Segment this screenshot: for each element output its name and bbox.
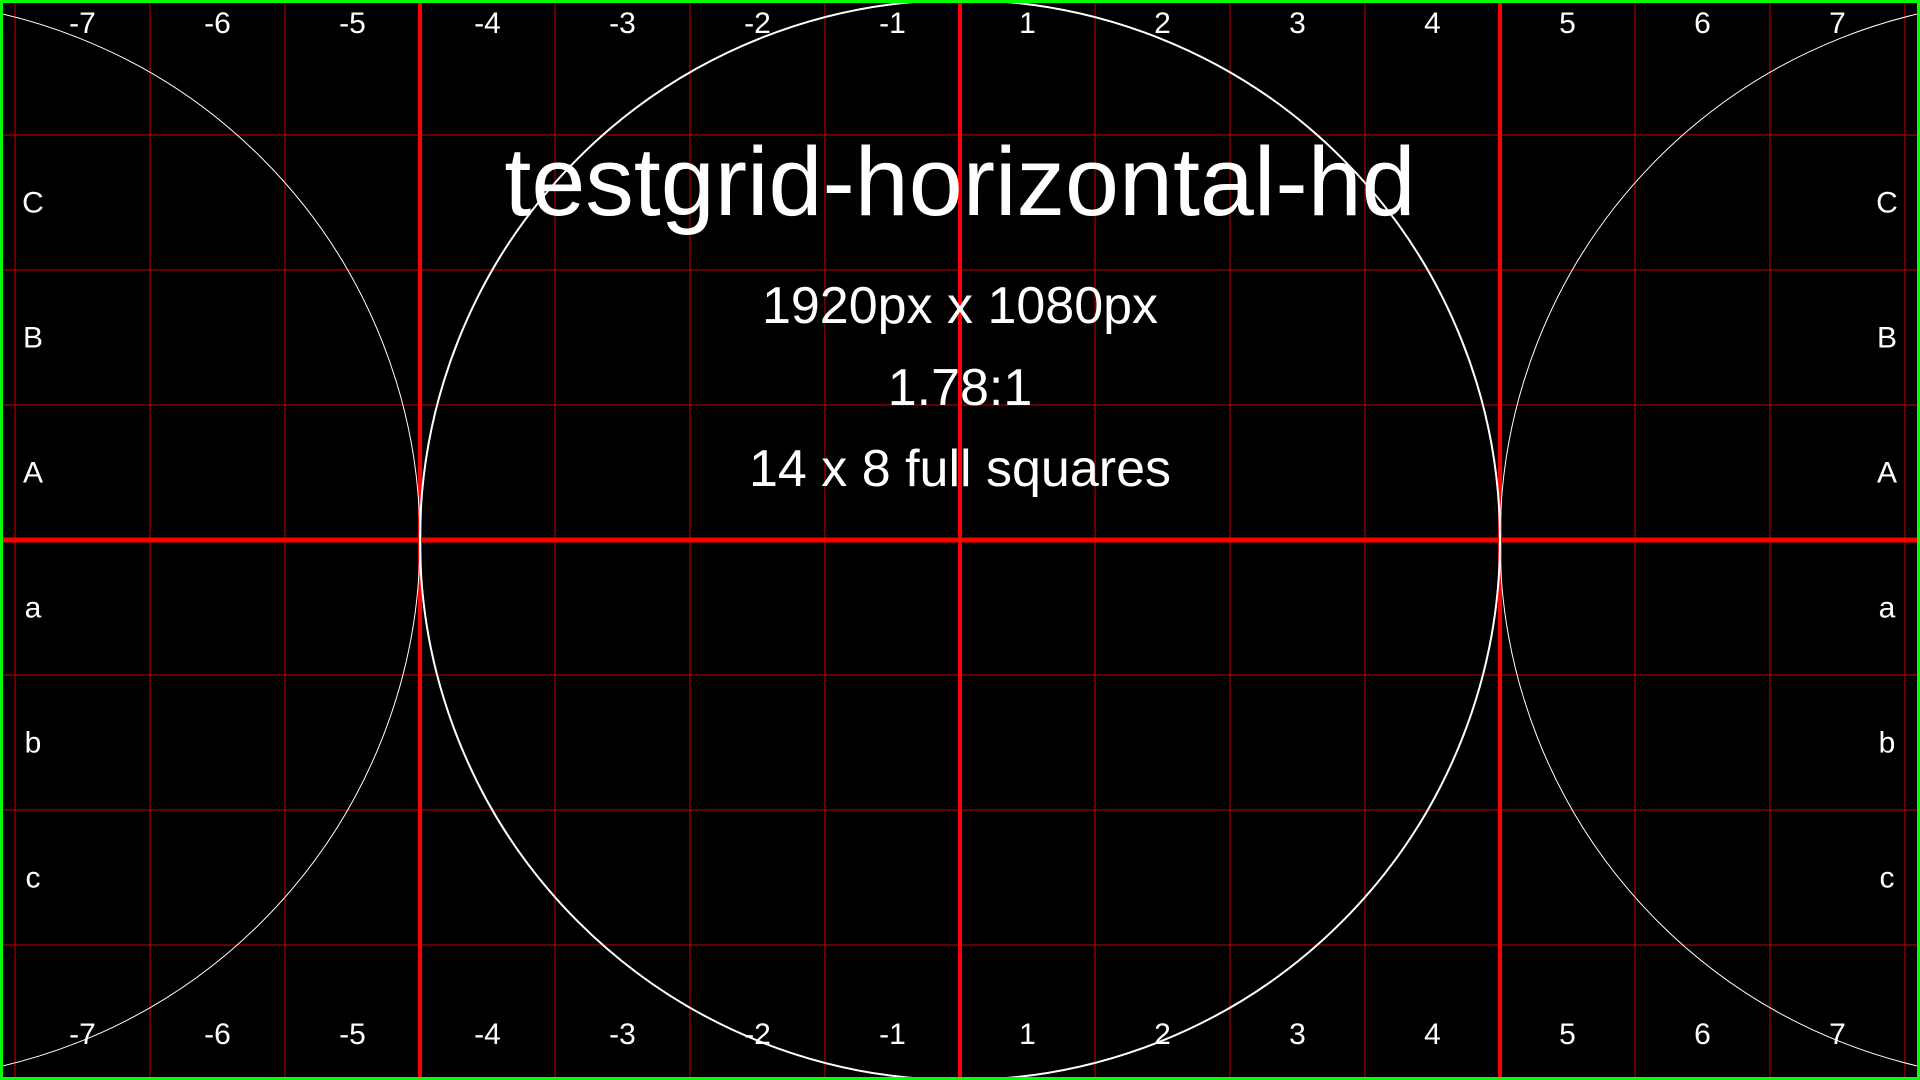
row-label-left: A [23, 457, 43, 490]
row-label-right: A [1877, 457, 1897, 490]
row-label-left: B [23, 322, 43, 355]
left-circle [0, 13, 421, 1067]
row-label-right: c [1880, 862, 1895, 895]
column-label-top: 1 [1019, 7, 1036, 40]
column-label-top: 2 [1154, 7, 1171, 40]
column-label-top: 7 [1829, 7, 1846, 40]
row-label-left: C [22, 187, 44, 220]
row-label-right: b [1879, 727, 1896, 760]
column-label-top: -3 [609, 7, 636, 40]
column-label-bottom: 6 [1694, 1018, 1711, 1051]
column-label-top: -6 [204, 7, 231, 40]
column-label-bottom: 1 [1019, 1018, 1036, 1051]
row-label-left: a [25, 592, 42, 625]
column-label-bottom: 4 [1424, 1018, 1441, 1051]
column-label-top: -1 [879, 7, 906, 40]
column-label-top: -7 [69, 7, 96, 40]
column-label-top: 3 [1289, 7, 1306, 40]
row-label-right: B [1877, 322, 1897, 355]
column-label-bottom: 3 [1289, 1018, 1306, 1051]
row-label-left: c [26, 862, 41, 895]
column-label-bottom: -4 [474, 1018, 501, 1051]
column-label-top: 5 [1559, 7, 1576, 40]
row-label-left: b [25, 727, 42, 760]
column-label-top: -2 [744, 7, 771, 40]
column-label-bottom: 5 [1559, 1018, 1576, 1051]
column-label-bottom: 7 [1829, 1018, 1846, 1051]
column-label-bottom: -6 [204, 1018, 231, 1051]
row-label-right: a [1879, 592, 1896, 625]
column-label-bottom: -7 [69, 1018, 96, 1051]
row-label-right: C [1876, 187, 1898, 220]
grid-labels: -7 -7 -6 -6 -5 -5 -4 -4 -3 -3 -2 -2 -1 -1 1 1 2 2 3 3 4 4 5 5 6 6… [22, 7, 1898, 1051]
column-label-top: -4 [474, 7, 501, 40]
column-label-top: 4 [1424, 7, 1441, 40]
column-label-top: 6 [1694, 7, 1711, 40]
column-label-bottom: -3 [609, 1018, 636, 1051]
column-label-bottom: 2 [1154, 1018, 1171, 1051]
column-label-bottom: -2 [744, 1018, 771, 1051]
column-label-top: -5 [339, 7, 366, 40]
column-label-bottom: -1 [879, 1018, 906, 1051]
right-circle [1499, 13, 1920, 1067]
column-label-bottom: -5 [339, 1018, 366, 1051]
